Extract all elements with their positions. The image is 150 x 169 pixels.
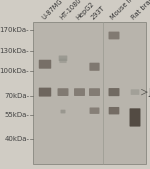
Text: U-87MG: U-87MG — [41, 0, 64, 21]
Text: JPH4: JPH4 — [148, 88, 150, 97]
Text: 100kDa-: 100kDa- — [0, 68, 29, 74]
Text: Rat brain: Rat brain — [131, 0, 150, 21]
FancyBboxPatch shape — [89, 88, 100, 96]
FancyBboxPatch shape — [39, 88, 51, 97]
Text: 70kDa-: 70kDa- — [4, 93, 29, 99]
Text: HepG2: HepG2 — [75, 1, 96, 21]
Text: 130kDa-: 130kDa- — [0, 48, 29, 54]
FancyBboxPatch shape — [57, 88, 68, 96]
FancyBboxPatch shape — [61, 110, 65, 113]
FancyBboxPatch shape — [74, 88, 85, 96]
Text: HT-1080: HT-1080 — [59, 0, 82, 21]
FancyBboxPatch shape — [109, 107, 119, 114]
Text: 55kDa-: 55kDa- — [4, 112, 29, 118]
FancyBboxPatch shape — [39, 60, 51, 69]
FancyBboxPatch shape — [90, 107, 99, 114]
FancyBboxPatch shape — [109, 32, 119, 39]
FancyBboxPatch shape — [109, 88, 119, 96]
FancyBboxPatch shape — [59, 55, 67, 61]
Text: 293T: 293T — [90, 5, 106, 21]
Bar — [33, 22, 146, 164]
FancyBboxPatch shape — [59, 59, 67, 63]
Text: Mouse liver: Mouse liver — [110, 0, 141, 21]
FancyBboxPatch shape — [131, 89, 139, 95]
Text: 170kDa-: 170kDa- — [0, 27, 29, 33]
Text: 40kDa-: 40kDa- — [4, 136, 29, 142]
FancyBboxPatch shape — [130, 108, 141, 127]
FancyBboxPatch shape — [89, 63, 100, 71]
